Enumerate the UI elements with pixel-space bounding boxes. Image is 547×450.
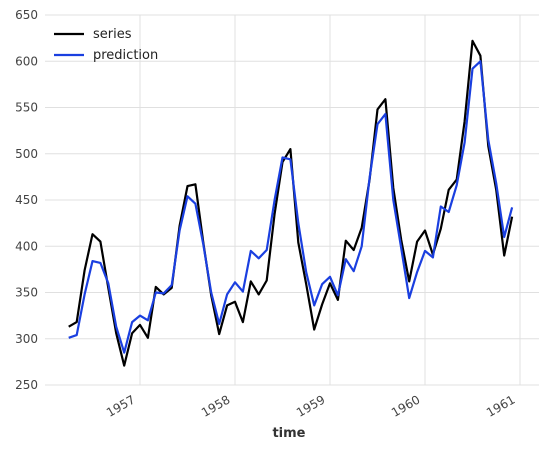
y-tick-label: 650 — [15, 8, 38, 22]
y-tick-label: 450 — [15, 193, 38, 207]
y-tick-label: 500 — [15, 147, 38, 161]
series-line-prediction — [68, 60, 514, 354]
series-lines — [68, 39, 514, 367]
y-axis: 250 300 350 400 450 500 550 600 650 — [15, 8, 38, 392]
x-tick-label: 1957 — [104, 392, 137, 419]
x-tick-label: 1959 — [294, 392, 327, 419]
x-tick-label: 1958 — [199, 392, 232, 419]
x-tick-label: 1961 — [484, 392, 517, 419]
y-tick-label: 350 — [15, 286, 38, 300]
y-tick-label: 300 — [15, 332, 38, 346]
y-tick-label: 600 — [15, 54, 38, 68]
grid — [45, 14, 539, 386]
y-tick-label: 550 — [15, 101, 38, 115]
legend-label-prediction: prediction — [93, 48, 158, 63]
x-axis: 1957 1958 1959 1960 1961 — [104, 392, 517, 419]
legend: series prediction — [54, 27, 158, 63]
x-axis-label: time — [272, 426, 305, 441]
legend-label-series: series — [93, 27, 132, 42]
x-tick-label: 1960 — [389, 392, 422, 419]
y-tick-label: 250 — [15, 378, 38, 392]
series-line-series — [68, 39, 514, 367]
y-tick-label: 400 — [15, 239, 38, 253]
